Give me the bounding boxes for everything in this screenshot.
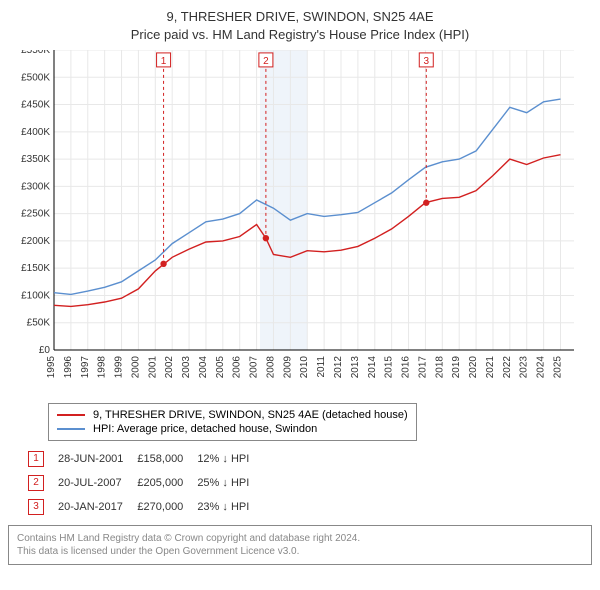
svg-text:2010: 2010 [299,356,310,379]
svg-text:2007: 2007 [249,356,260,379]
svg-text:1995: 1995 [46,356,57,379]
marker-date: 20-JUL-2007 [58,471,137,495]
svg-text:£300K: £300K [21,182,50,193]
svg-text:2023: 2023 [519,356,530,379]
line-chart: £0 £50K £100K £150K £200K £250K £300K £350K £400… [8,50,578,390]
marker-price: £205,000 [137,471,197,495]
legend-item: HPI: Average price, detached house, Swin… [57,422,408,436]
svg-text:£550K: £550K [21,50,50,56]
svg-text:2022: 2022 [502,356,513,379]
svg-text:2021: 2021 [485,356,496,379]
legend-item: 9, THRESHER DRIVE, SWINDON, SN25 4AE (de… [57,408,408,422]
marker-delta: 25% ↓ HPI [197,471,263,495]
svg-text:£350K: £350K [21,154,50,165]
svg-text:1996: 1996 [63,356,74,379]
svg-text:2: 2 [263,56,269,67]
marker-price: £270,000 [137,495,197,519]
legend: 9, THRESHER DRIVE, SWINDON, SN25 4AE (de… [48,403,417,441]
svg-text:2002: 2002 [164,356,175,379]
svg-text:2024: 2024 [536,356,547,379]
marker-badge: 1 [28,451,44,467]
title-line-1: 9, THRESHER DRIVE, SWINDON, SN25 4AE [8,8,592,26]
svg-text:2016: 2016 [401,356,412,379]
svg-text:2015: 2015 [384,356,395,379]
marker-delta: 23% ↓ HPI [197,495,263,519]
title-line-2: Price paid vs. HM Land Registry's House … [8,26,592,44]
svg-text:2025: 2025 [552,356,563,379]
svg-text:£50K: £50K [27,318,51,329]
footer-line-2: This data is licensed under the Open Gov… [17,545,583,558]
attribution-footer: Contains HM Land Registry data © Crown c… [8,525,592,565]
svg-text:£150K: £150K [21,264,50,275]
svg-text:2006: 2006 [232,356,243,379]
svg-text:2005: 2005 [215,356,226,379]
svg-text:2018: 2018 [434,356,445,379]
svg-text:1997: 1997 [80,356,91,379]
marker-price: £158,000 [137,447,197,471]
marker-row: 3 20-JAN-2017 £270,000 23% ↓ HPI [28,495,263,519]
svg-text:2003: 2003 [181,356,192,379]
svg-text:£400K: £400K [21,127,50,138]
svg-text:2012: 2012 [333,356,344,379]
marker-row: 1 28-JUN-2001 £158,000 12% ↓ HPI [28,447,263,471]
svg-text:3: 3 [423,56,429,67]
svg-text:£100K: £100K [21,291,50,302]
chart-title-block: 9, THRESHER DRIVE, SWINDON, SN25 4AE Pri… [8,8,592,44]
svg-text:£0: £0 [39,345,51,356]
svg-text:2001: 2001 [147,356,158,379]
legend-label: HPI: Average price, detached house, Swin… [93,423,317,435]
marker-date: 20-JAN-2017 [58,495,137,519]
svg-text:1998: 1998 [97,356,108,379]
svg-text:2008: 2008 [265,356,276,379]
legend-label: 9, THRESHER DRIVE, SWINDON, SN25 4AE (de… [93,409,408,421]
legend-swatch [57,414,85,416]
marker-delta: 12% ↓ HPI [197,447,263,471]
marker-badge: 2 [28,475,44,491]
svg-text:1: 1 [161,56,167,67]
marker-date: 28-JUN-2001 [58,447,137,471]
svg-text:£450K: £450K [21,100,50,111]
svg-text:2009: 2009 [282,356,293,379]
svg-text:2011: 2011 [316,356,327,378]
svg-text:1999: 1999 [114,356,125,379]
svg-text:2013: 2013 [350,356,361,379]
marker-badge: 3 [28,499,44,515]
chart-container: £0 £50K £100K £150K £200K £250K £300K £350K £400… [8,50,592,395]
footer-line-1: Contains HM Land Registry data © Crown c… [17,532,583,545]
svg-text:£200K: £200K [21,236,50,247]
svg-text:2020: 2020 [468,356,479,379]
legend-swatch [57,428,85,430]
svg-text:£250K: £250K [21,209,50,220]
svg-text:2004: 2004 [198,356,209,379]
svg-text:2014: 2014 [367,356,378,379]
marker-row: 2 20-JUL-2007 £205,000 25% ↓ HPI [28,471,263,495]
svg-text:2019: 2019 [451,356,462,379]
markers-table: 1 28-JUN-2001 £158,000 12% ↓ HPI 2 20-JU… [28,447,263,519]
svg-text:£500K: £500K [21,73,50,84]
svg-text:2000: 2000 [130,356,141,379]
svg-text:2017: 2017 [417,356,428,379]
